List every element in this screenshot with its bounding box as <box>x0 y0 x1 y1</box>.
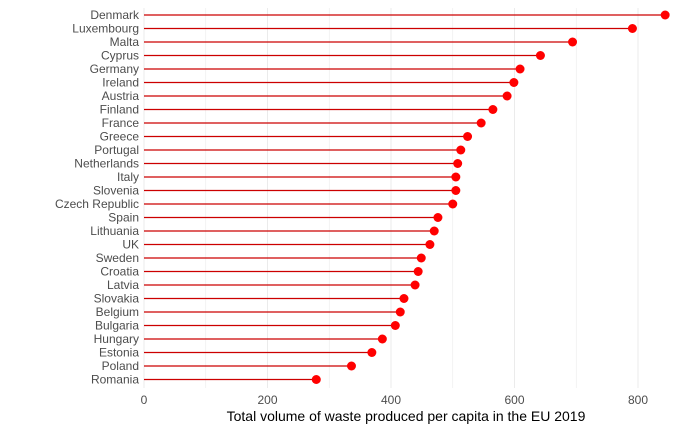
category-label: Luxembourg <box>72 22 139 36</box>
data-point <box>410 280 420 290</box>
data-point <box>488 105 498 114</box>
data-point <box>416 253 426 263</box>
category-label: France <box>102 116 140 130</box>
category-label: Cyprus <box>101 49 139 63</box>
data-point <box>433 213 443 222</box>
data-point <box>660 10 670 20</box>
category-label: Germany <box>90 62 139 76</box>
category-label: Croatia <box>100 265 139 279</box>
category-label: Austria <box>102 89 140 103</box>
category-label: Denmark <box>90 8 140 22</box>
category-label: Greece <box>100 130 140 144</box>
data-point <box>456 145 466 155</box>
category-label: Estonia <box>99 346 139 360</box>
data-point <box>390 321 400 330</box>
category-label: Belgium <box>96 305 139 319</box>
data-point <box>395 307 405 317</box>
data-point <box>515 64 525 74</box>
category-label: Ireland <box>102 76 139 90</box>
category-label: Slovakia <box>94 292 140 306</box>
data-point <box>509 78 519 87</box>
data-point <box>367 348 377 357</box>
data-point <box>627 24 637 33</box>
category-label: Portugal <box>94 143 139 157</box>
data-point <box>425 240 435 249</box>
category-label: Slovenia <box>93 184 139 198</box>
data-point <box>311 375 321 384</box>
data-point <box>451 172 461 182</box>
x-axis-title: Total volume of waste produced per capit… <box>227 408 586 424</box>
category-label: UK <box>122 238 139 252</box>
category-label: Bulgaria <box>95 319 139 333</box>
category-label: Czech Republic <box>55 197 139 211</box>
x-tick-label: 0 <box>141 393 148 407</box>
x-tick-label: 800 <box>628 393 648 407</box>
category-label: Sweden <box>96 251 139 265</box>
category-label: Hungary <box>94 332 139 346</box>
data-point <box>535 51 545 60</box>
category-label: Romania <box>91 373 139 387</box>
category-label: Malta <box>110 35 140 49</box>
grid-lines <box>143 8 639 388</box>
category-label: Lithuania <box>90 224 139 238</box>
x-tick-label: 400 <box>381 393 401 407</box>
category-label: Poland <box>102 359 139 373</box>
data-point <box>429 226 439 236</box>
category-label: Netherlands <box>74 157 139 171</box>
data-point <box>453 159 463 168</box>
data-point <box>568 37 578 47</box>
category-label: Finland <box>100 103 139 117</box>
data-point <box>463 132 473 141</box>
category-label: Spain <box>108 211 139 225</box>
data-point <box>448 199 458 209</box>
points <box>311 10 670 384</box>
stems <box>144 14 666 381</box>
data-point <box>502 91 512 101</box>
data-point <box>451 186 461 195</box>
data-point <box>377 334 387 344</box>
category-labels: DenmarkLuxembourgMaltaCyprusGermanyIrela… <box>55 8 140 387</box>
data-point <box>399 294 409 303</box>
category-label: Latvia <box>107 278 139 292</box>
data-point <box>476 118 486 128</box>
data-point <box>346 361 356 371</box>
data-point <box>413 267 423 276</box>
x-tick-label: 200 <box>257 393 277 407</box>
x-tick-label: 600 <box>504 393 524 407</box>
x-tick-labels: 0 200 400 600 800 <box>141 393 649 407</box>
category-label: Italy <box>117 170 139 184</box>
